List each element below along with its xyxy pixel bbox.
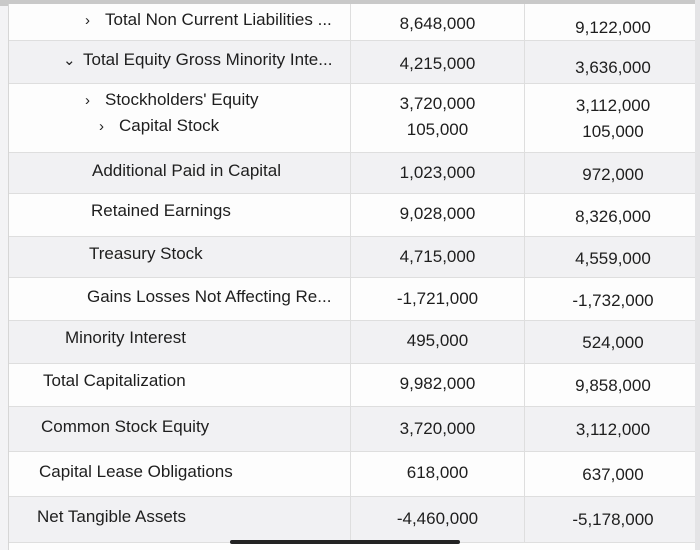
value-cell-col2: 637,000 xyxy=(525,452,700,496)
value-col1: 4,215,000 xyxy=(399,54,476,73)
row-label-cell: Total Capitalization xyxy=(9,364,351,406)
value-col1: 9,028,000 xyxy=(399,204,476,223)
value-col2: 3,112,000 xyxy=(575,96,651,115)
table-row-additional-paid-in-capital[interactable]: Additional Paid in Capital 1,023,000 972… xyxy=(9,153,700,194)
row-label-cell: ⌄ Total Equity Gross Minority Inte... xyxy=(9,41,351,83)
row-label-cell: › Total Non Current Liabilities ... xyxy=(9,4,351,40)
value-col1: 495,000 xyxy=(406,331,469,350)
financial-table: › Total Non Current Liabilities ... 8,648… xyxy=(8,4,700,550)
table-row-treasury-stock[interactable]: Treasury Stock 4,715,000 4,559,000 xyxy=(9,237,700,278)
value-cell-col1: 4,215,000 xyxy=(351,41,525,83)
value-cell-col2: 9,122,000 xyxy=(525,4,700,40)
value-cell-col1: 4,715,000 xyxy=(351,237,525,277)
row-label[interactable]: Net Tangible Assets xyxy=(37,507,186,526)
value-cell-col2: 3,112,000 xyxy=(525,407,700,451)
value-cell-col2: 4,559,000 xyxy=(525,237,700,277)
value-col2: 637,000 xyxy=(582,465,644,484)
value-col1: 3,720,000 xyxy=(399,94,476,113)
row-label-text: Capital Stock xyxy=(119,116,220,135)
row-label-cell: Net Tangible Assets xyxy=(9,497,351,542)
row-label-cell: › Stockholders' Equity › Capital Stock xyxy=(9,84,351,152)
value-col1: -1,721,000 xyxy=(396,289,479,308)
value-cell-col2: -1,732,000 xyxy=(525,278,700,320)
value-cell-col1: 618,000 xyxy=(351,452,525,496)
value-col1: 4,715,000 xyxy=(399,247,476,266)
value-cell-col2: 972,000 xyxy=(525,153,700,193)
value-col1: -4,460,000 xyxy=(396,509,479,528)
value-col1: 9,982,000 xyxy=(399,374,476,393)
value-col2: 3,112,000 xyxy=(575,420,651,439)
row-label[interactable]: Additional Paid in Capital xyxy=(92,161,282,180)
value-col2: 9,122,000 xyxy=(575,18,651,37)
row-label[interactable]: Gains Losses Not Affecting Re... xyxy=(87,287,332,306)
value-cell-col1: 3,720,000 105,000 xyxy=(351,84,525,152)
value-col2: 8,326,000 xyxy=(575,207,651,226)
value-col2: 3,636,000 xyxy=(575,58,651,77)
value-cell-col1: 8,648,000 xyxy=(351,4,525,40)
row-label[interactable]: Common Stock Equity xyxy=(41,417,210,436)
value-col2-capital-stock: 105,000 xyxy=(582,122,644,141)
row-label-text: Total Non Current Liabilities ... xyxy=(105,10,332,29)
row-label-text: Total Equity Gross Minority Inte... xyxy=(83,50,333,69)
value-col2: 4,559,000 xyxy=(575,249,651,268)
row-label[interactable]: Minority Interest xyxy=(65,328,186,347)
row-label[interactable]: Total Capitalization xyxy=(43,371,186,390)
value-col2: 9,858,000 xyxy=(575,376,651,395)
row-label-cell: Retained Earnings xyxy=(9,194,351,236)
value-col1: 3,720,000 xyxy=(399,419,476,438)
row-label[interactable]: Retained Earnings xyxy=(91,201,231,220)
row-label[interactable]: Capital Lease Obligations xyxy=(39,462,233,481)
value-cell-col1: 1,023,000 xyxy=(351,153,525,193)
table-row-stockholders-equity[interactable]: › Stockholders' Equity › Capital Stock 3,7… xyxy=(9,84,700,153)
chevron-right-icon[interactable]: › xyxy=(99,118,104,135)
top-strip xyxy=(0,0,700,6)
row-label-cell: Additional Paid in Capital xyxy=(9,153,351,193)
value-cell-col1: 9,982,000 xyxy=(351,364,525,406)
row-label[interactable]: ⌄ Total Equity Gross Minority Inte... xyxy=(63,50,332,70)
table-row-gains-losses-not-affecting-retained-earnings[interactable]: Gains Losses Not Affecting Re... -1,721,… xyxy=(9,278,700,321)
value-cell-col1: 3,720,000 xyxy=(351,407,525,451)
table-row-total-equity-gross-minority-interest[interactable]: ⌄ Total Equity Gross Minority Inte... 4,2… xyxy=(9,41,700,84)
row-label-cell: Treasury Stock xyxy=(9,237,351,277)
value-cell-col2: 3,636,000 xyxy=(525,41,700,83)
right-edge-shadow xyxy=(695,0,700,550)
value-cell-col2: 3,112,000 105,000 xyxy=(525,84,700,152)
table-row-net-tangible-assets[interactable]: Net Tangible Assets -4,460,000 -5,178,00… xyxy=(9,497,700,543)
table-row-retained-earnings[interactable]: Retained Earnings 9,028,000 8,326,000 xyxy=(9,194,700,237)
value-cell-col2: 9,858,000 xyxy=(525,364,700,406)
value-cell-col1: 9,028,000 xyxy=(351,194,525,236)
table-row-common-stock-equity[interactable]: Common Stock Equity 3,720,000 3,112,000 xyxy=(9,407,700,452)
table-row-minority-interest[interactable]: Minority Interest 495,000 524,000 xyxy=(9,321,700,364)
value-cell-col1: 495,000 xyxy=(351,321,525,363)
table-row-capital-lease-obligations[interactable]: Capital Lease Obligations 618,000 637,00… xyxy=(9,452,700,497)
value-col1-capital-stock: 105,000 xyxy=(406,120,469,139)
chevron-right-icon[interactable]: › xyxy=(85,92,90,109)
chevron-down-icon[interactable]: ⌄ xyxy=(63,52,76,69)
value-col2: -5,178,000 xyxy=(572,510,654,529)
value-cell-col2: 524,000 xyxy=(525,321,700,363)
table-row-total-capitalization[interactable]: Total Capitalization 9,982,000 9,858,000 xyxy=(9,364,700,407)
chevron-right-icon[interactable]: › xyxy=(85,12,90,29)
value-col2: 972,000 xyxy=(582,165,644,184)
row-label[interactable]: › Total Non Current Liabilities ... xyxy=(85,10,332,30)
row-label-text: Stockholders' Equity xyxy=(105,90,259,109)
row-label-cell: Common Stock Equity xyxy=(9,407,351,451)
table-row-total-non-current-liabilities[interactable]: › Total Non Current Liabilities ... 8,648… xyxy=(9,4,700,41)
value-col1: 1,023,000 xyxy=(399,163,476,182)
value-col1: 618,000 xyxy=(406,463,469,482)
value-col1: 8,648,000 xyxy=(399,14,476,33)
row-label-cell: Gains Losses Not Affecting Re... xyxy=(9,278,351,320)
value-cell-col2: 8,326,000 xyxy=(525,194,700,236)
home-indicator[interactable] xyxy=(230,540,460,544)
value-col2: -1,732,000 xyxy=(572,291,654,310)
row-label-cell: Minority Interest xyxy=(9,321,351,363)
value-cell-col1: -4,460,000 xyxy=(351,497,525,542)
value-cell-col1: -1,721,000 xyxy=(351,278,525,320)
row-label[interactable]: Treasury Stock xyxy=(89,244,203,263)
value-cell-col2: -5,178,000 xyxy=(525,497,700,542)
row-label-cell: Capital Lease Obligations xyxy=(9,452,351,496)
row-label[interactable]: › Stockholders' Equity xyxy=(85,90,259,110)
row-label-capital-stock[interactable]: › Capital Stock xyxy=(99,116,219,136)
value-col2: 524,000 xyxy=(582,333,644,352)
